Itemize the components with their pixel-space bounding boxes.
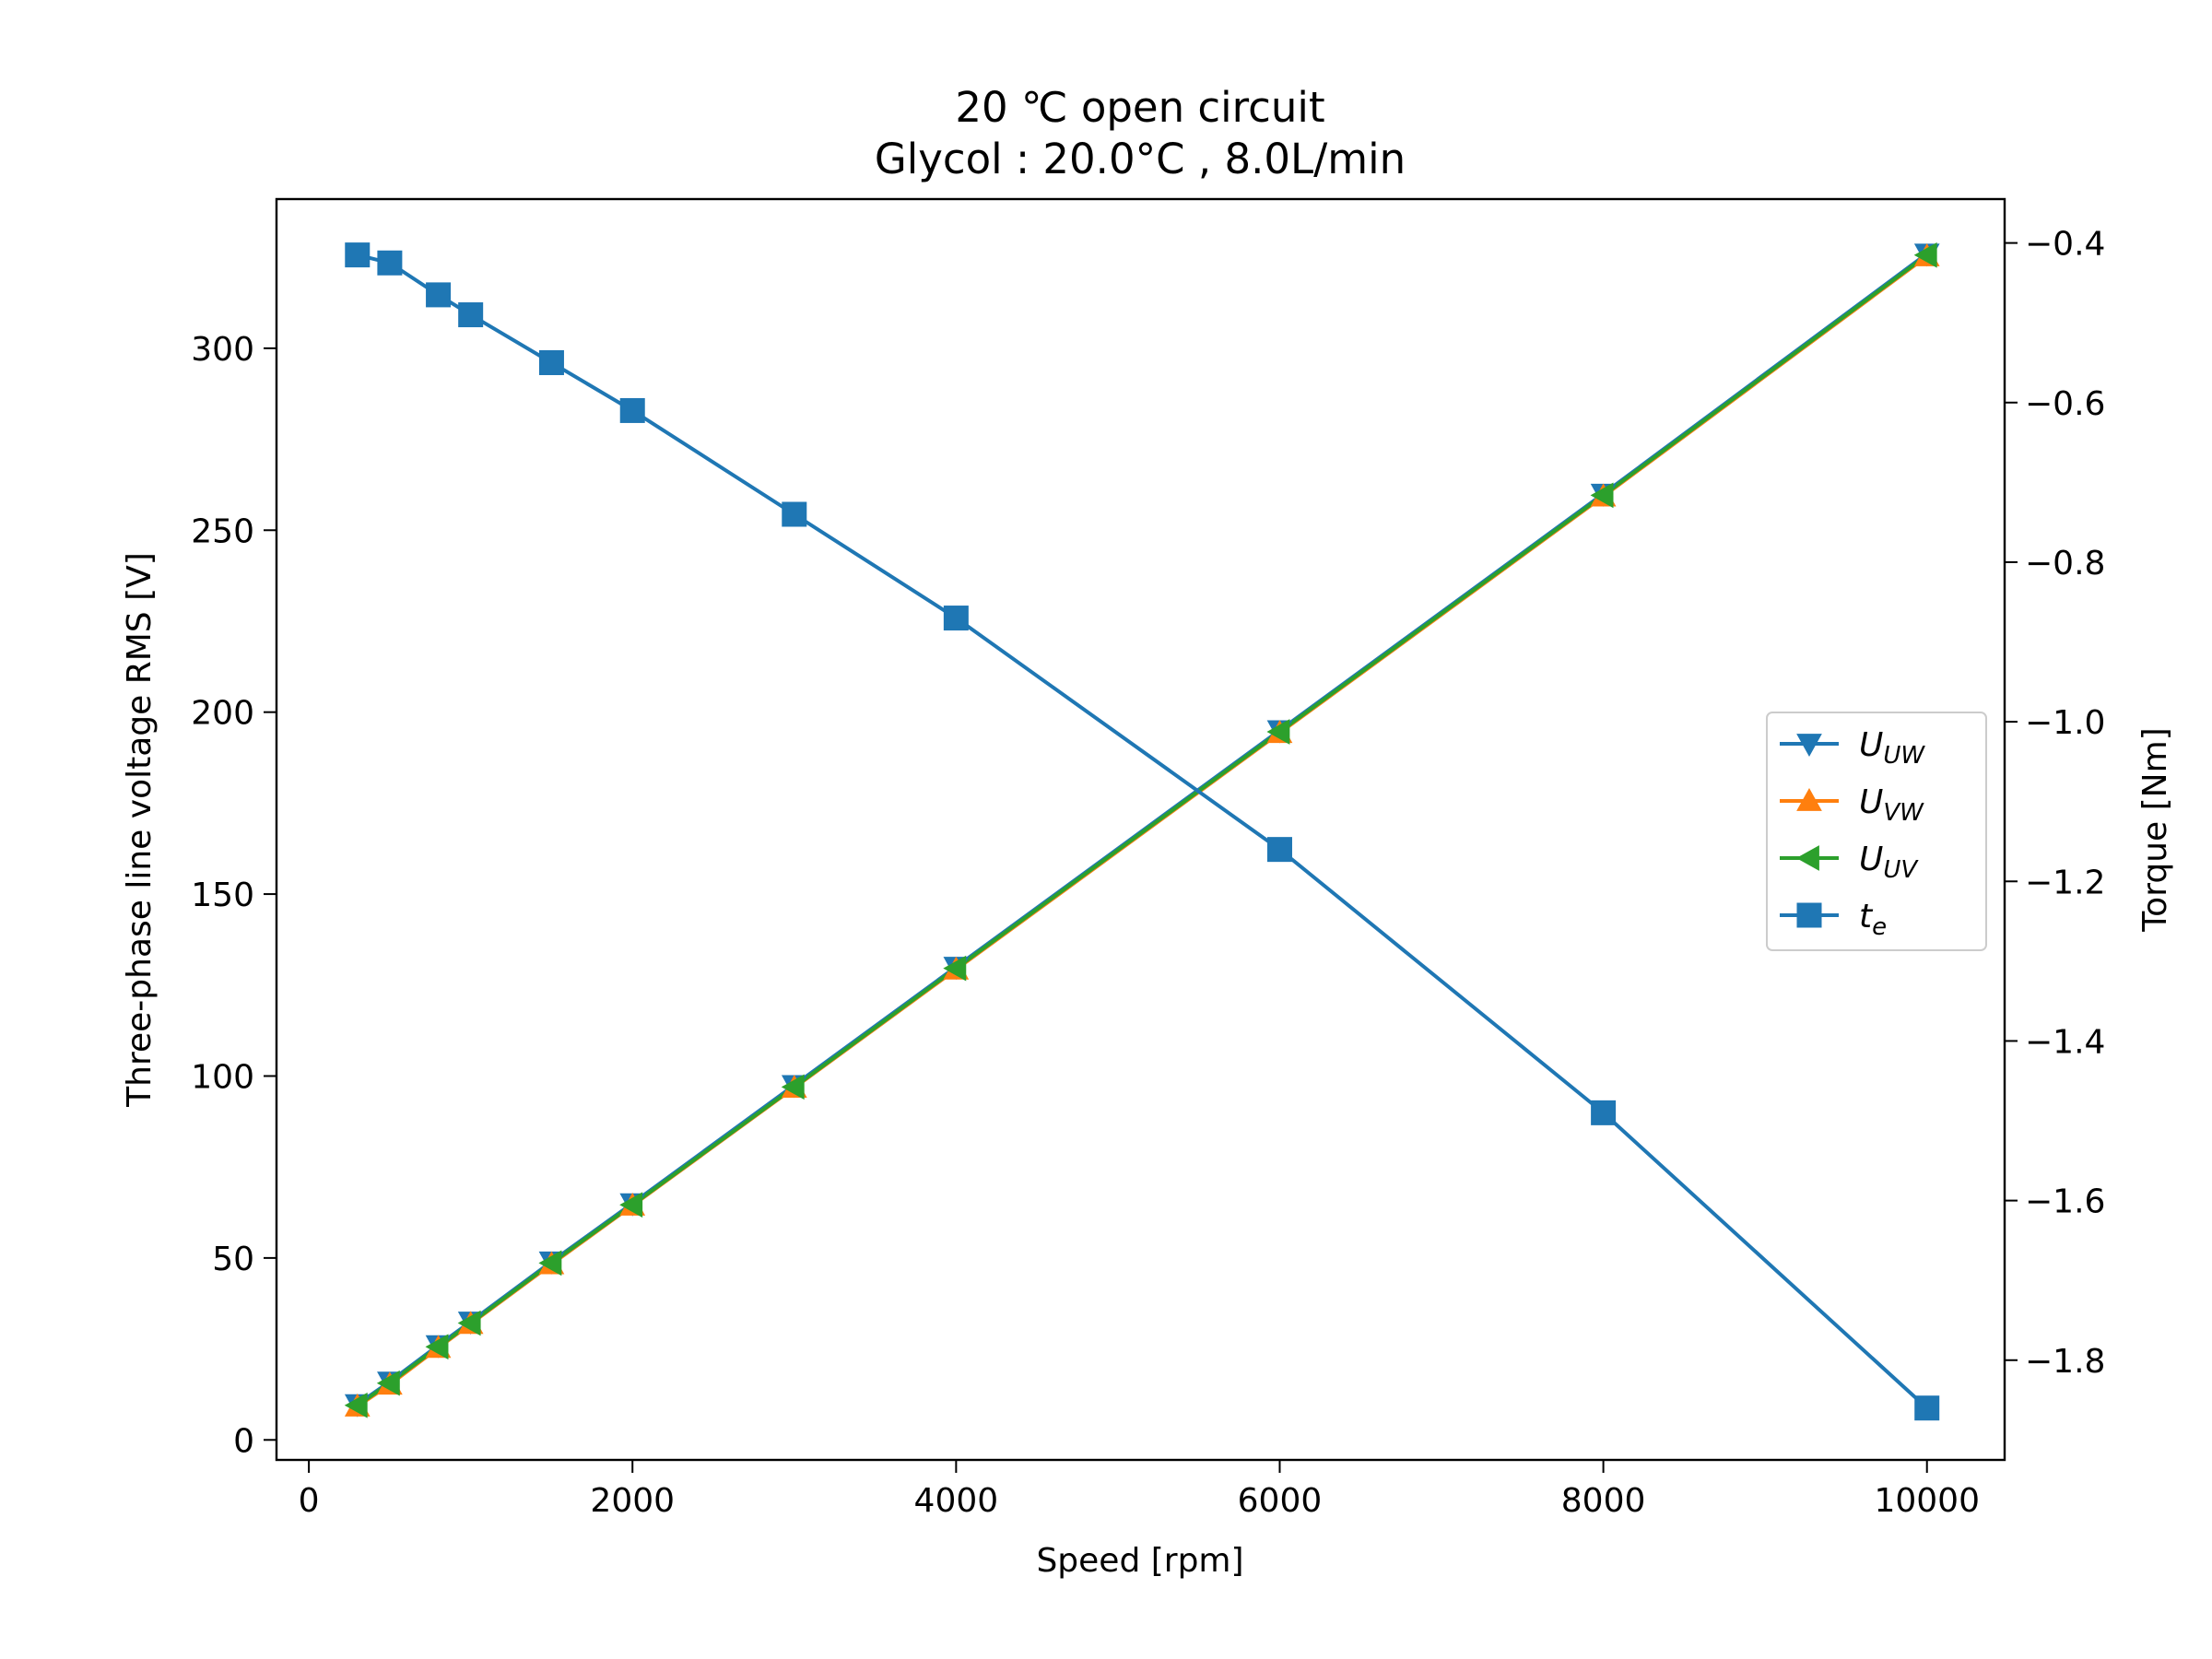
chart-subtitle: Glycol : 20.0°C , 8.0L/min [875, 135, 1406, 183]
data-point-te [426, 282, 452, 308]
data-point-uuv [538, 1250, 562, 1277]
x-tick-label: 4000 [914, 1482, 999, 1520]
data-point-te [1266, 837, 1292, 863]
data-point-uuv [376, 1370, 400, 1396]
legend-box [1766, 712, 1987, 951]
data-point-uuv [781, 1074, 805, 1100]
y-tick-label: 0 [233, 1422, 254, 1460]
y-axis-label: Three-phase line voltage RMS [V] [121, 552, 159, 1108]
plot-frame [275, 197, 2006, 1462]
data-point-uuv [457, 1310, 481, 1336]
y-tick-label: 100 [191, 1058, 254, 1096]
data-point-uuv [619, 1192, 643, 1218]
y-tick-label: 200 [191, 695, 254, 733]
y2-tick-label: −1.4 [2025, 1023, 2105, 1061]
x-tick-label: 2000 [590, 1482, 675, 1520]
legend-label-uuv: UUV [1859, 841, 1919, 884]
data-point-te [1591, 1100, 1617, 1125]
y-axis-left: 0 50 100 150 200 250 300 [191, 331, 276, 1460]
x-tick-label: 6000 [1238, 1482, 1323, 1520]
data-point-uuv [943, 955, 967, 982]
legend: UUW UVW UUV te [1766, 712, 1987, 951]
y-axis-right: −1.8 −1.6 −1.4 −1.2 −1.0 −0.8 −0.6 −0.4 [2005, 226, 2105, 1381]
y2-tick-label: −1.6 [2025, 1183, 2105, 1221]
plot-markers [344, 241, 1940, 1421]
data-point-te [345, 242, 371, 268]
y2-tick-label: −1.0 [2025, 704, 2105, 742]
x-tick-label: 0 [299, 1482, 320, 1520]
series-line-uuv [356, 253, 1928, 1407]
x-tick-label: 10000 [1874, 1482, 1980, 1520]
y-tick-label: 300 [191, 331, 254, 369]
y-tick-label: 150 [191, 877, 254, 914]
legend-marker-uuv [1795, 845, 1819, 871]
data-point-te [538, 349, 564, 375]
legend-label-te: te [1859, 898, 1887, 941]
x-axis-label: Speed [rpm] [1036, 1542, 1243, 1580]
x-axis: 0 2000 4000 6000 8000 10000 [299, 1460, 1980, 1520]
plot-lines [356, 252, 1929, 1410]
x-tick-label: 8000 [1561, 1482, 1646, 1520]
data-point-te [377, 250, 403, 276]
y-tick-label: 250 [191, 512, 254, 550]
y2-tick-label: −0.6 [2025, 385, 2105, 423]
legend-label-uvw: UVW [1859, 783, 1924, 827]
y2-tick-label: −0.4 [2025, 226, 2105, 264]
data-point-uuv [344, 1392, 368, 1418]
data-point-uuv [425, 1334, 449, 1360]
y-tick-label: 50 [212, 1241, 254, 1278]
legend-marker-uuw [1796, 734, 1822, 758]
y2-tick-label: −1.2 [2025, 864, 2105, 901]
y2-tick-label: −1.8 [2025, 1343, 2105, 1381]
data-point-uuv [1266, 719, 1290, 745]
y2-axis-label: Torque [Nm] [2136, 727, 2174, 932]
data-point-uuv [1913, 241, 1937, 268]
data-point-te [943, 606, 969, 631]
data-point-te [619, 397, 645, 423]
data-point-te [1914, 1395, 1940, 1421]
y2-tick-label: −0.8 [2025, 545, 2105, 582]
legend-marker-uvw [1796, 787, 1822, 811]
legend-marker-te [1796, 902, 1822, 928]
data-point-te [782, 501, 807, 527]
legend-label-uuw: UUW [1859, 726, 1925, 770]
data-point-te [458, 302, 484, 328]
data-point-uuv [1590, 482, 1614, 509]
chart-title: 20 ℃ open circuit [955, 83, 1324, 132]
